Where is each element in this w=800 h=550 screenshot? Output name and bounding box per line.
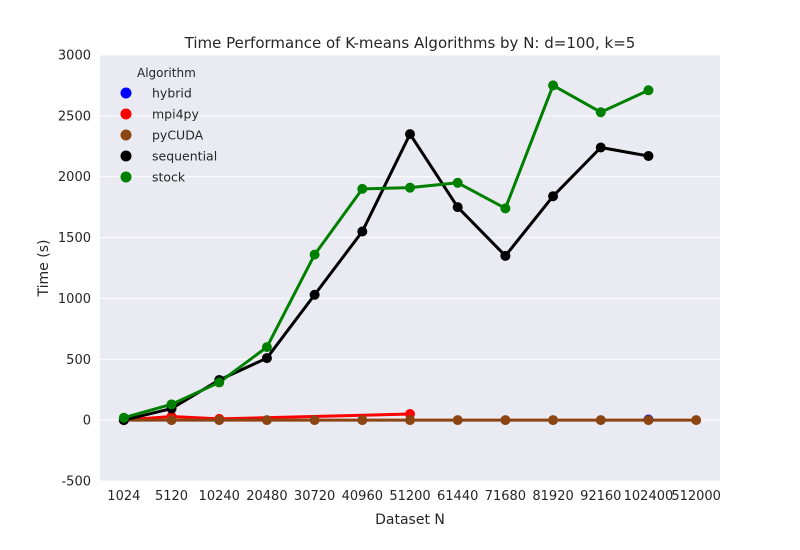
legend-label-stock: stock (152, 170, 186, 185)
legend-label-sequential: sequential (152, 149, 217, 164)
data-point-pyCUDA (595, 415, 606, 426)
data-point-sequential (309, 289, 320, 300)
y-tick-label: 2000 (58, 170, 91, 185)
x-tick-label: 5120 (155, 489, 188, 504)
data-point-pyCUDA (357, 415, 368, 426)
legend-label-hybrid: hybrid (152, 86, 192, 101)
data-point-pyCUDA (643, 415, 654, 426)
data-point-stock (166, 399, 177, 410)
data-point-pyCUDA (261, 415, 272, 426)
data-point-stock (405, 182, 415, 193)
data-point-pyCUDA (309, 415, 320, 426)
x-tick-label: 81920 (532, 489, 573, 504)
data-point-pyCUDA (452, 415, 463, 426)
x-axis-ticks: 1024 5120 10240 20480 30720 40960 51200 61440 71… (107, 489, 721, 504)
data-point-stock (548, 80, 559, 91)
data-point-pyCUDA (691, 415, 702, 426)
x-tick-label: 102400 (624, 489, 674, 504)
x-tick-label: 61440 (437, 489, 478, 504)
x-tick-label: 10240 (199, 489, 240, 504)
data-point-sequential (452, 202, 463, 213)
data-point-sequential (548, 191, 559, 202)
y-axis-label: Time (s) (36, 240, 52, 298)
y-tick-label: 1500 (58, 231, 91, 246)
y-tick-label: 0 (83, 414, 91, 429)
y-tick-label: 1000 (58, 292, 91, 307)
data-point-sequential (643, 151, 654, 162)
legend-marker-pyCUDA (120, 129, 132, 141)
data-point-pyCUDA (548, 415, 559, 426)
data-point-stock (309, 249, 320, 260)
legend-label-pyCUDA: pyCUDA (152, 128, 204, 143)
data-point-stock (214, 377, 225, 388)
data-point-pyCUDA (166, 415, 177, 426)
chart-title: Time Performance of K-means Algorithms b… (184, 34, 636, 52)
y-tick-label: 2500 (58, 109, 91, 124)
y-tick-label: 3000 (58, 49, 91, 64)
x-tick-label: 40960 (342, 489, 383, 504)
legend-marker-hybrid (120, 87, 132, 99)
data-point-stock (500, 203, 511, 214)
data-point-sequential (405, 129, 415, 140)
legend-items: hybrid mpi4py pyCUDA sequential stock (120, 86, 217, 185)
x-tick-label: 92160 (580, 489, 621, 504)
y-axis-ticks: -500 0 500 1000 1500 2000 2500 3000 (58, 49, 91, 490)
legend-label-mpi4py: mpi4py (152, 107, 199, 122)
data-point-sequential (595, 142, 606, 153)
legend-marker-mpi4py (120, 108, 132, 120)
series-points (118, 80, 702, 426)
y-tick-label: 500 (66, 353, 91, 368)
data-point-stock (452, 177, 463, 188)
series-line-stock (122, 83, 650, 420)
data-point-stock (118, 412, 129, 423)
x-tick-label: 512000 (671, 489, 721, 504)
data-point-stock (357, 183, 368, 194)
data-point-stock (595, 107, 606, 118)
legend: Algorithm hybrid mpi4py pyCUDA sequential st… (120, 66, 217, 185)
data-point-pyCUDA (500, 415, 511, 426)
legend-title: Algorithm (137, 66, 196, 80)
x-tick-label: 71680 (485, 489, 526, 504)
data-point-stock (261, 342, 272, 353)
x-tick-label: 30720 (294, 489, 335, 504)
x-tick-label: 20480 (246, 489, 287, 504)
legend-marker-sequential (120, 150, 132, 162)
x-tick-label: 51200 (389, 489, 430, 504)
data-point-pyCUDA (214, 415, 225, 426)
x-axis-label: Dataset N (375, 512, 445, 528)
x-tick-label: 1024 (107, 489, 140, 504)
legend-marker-stock (120, 171, 132, 183)
data-point-pyCUDA (405, 415, 415, 426)
data-point-sequential (261, 353, 272, 364)
data-point-sequential (500, 250, 511, 261)
data-point-sequential (357, 226, 368, 237)
y-tick-label: -500 (61, 475, 91, 490)
data-point-stock (643, 85, 654, 96)
